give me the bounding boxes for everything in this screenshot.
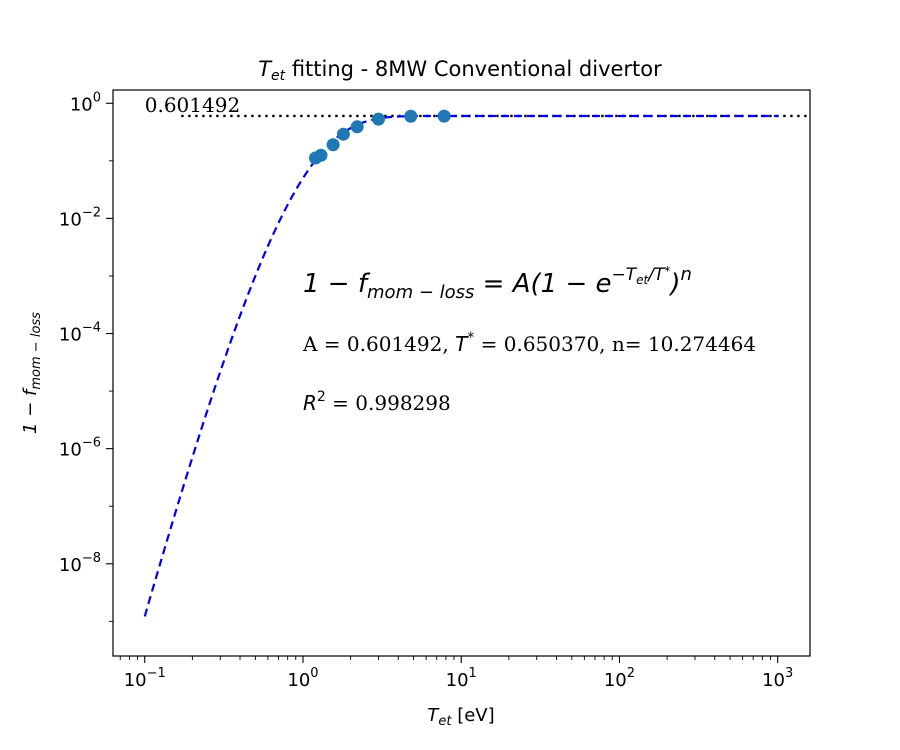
x-tick-base: 10 [287, 670, 310, 691]
x-tick-exp: 2 [627, 666, 635, 681]
data-point [437, 109, 451, 123]
eq-exp-sub: et [636, 273, 649, 287]
data-point [350, 120, 364, 134]
data-point [404, 109, 418, 123]
x-axis-label: Tet [eV] [427, 705, 494, 729]
axis-ticks [106, 102, 779, 663]
x-tick-exp: 0 [310, 666, 318, 681]
y-tick-base: 10 [70, 94, 93, 115]
x-tick-base: 10 [762, 670, 785, 691]
y-tick-label: 100 [70, 90, 101, 115]
x-tick-label: 100 [287, 666, 318, 691]
fit-curve [143, 114, 778, 617]
x-tick-base: 10 [124, 670, 147, 691]
y-tick-label: 10−6 [59, 436, 101, 461]
y-tick-base: 10 [59, 440, 82, 461]
eq-left: 1 − f [303, 269, 371, 299]
chart-title: Tet fitting - 8MW Conventional divertor [258, 57, 662, 84]
y-tick-label: 10−4 [59, 321, 101, 346]
title-rest: fitting - 8MW Conventional divertor [285, 57, 662, 81]
x-tick-label: 101 [446, 666, 477, 691]
x-tick-exp: −1 [147, 666, 166, 681]
xlabel-unit: [eV] [451, 705, 494, 726]
params-t: T [455, 332, 469, 356]
params-rest: = 0.650370, n= 10.274464 [474, 332, 756, 356]
eq-mid: = A(1 − e [474, 269, 611, 299]
scatter-points [309, 109, 451, 165]
x-tick-base: 10 [604, 670, 627, 691]
title-sub: et [271, 68, 286, 84]
data-point [326, 138, 340, 152]
x-tick-label: 103 [762, 666, 793, 691]
ylabel-main: 1 − f [20, 387, 41, 434]
y-axis-label: 1 − fmom − loss [20, 312, 44, 434]
params-annotation: A = 0.601492, T* = 0.650370, n= 10.27446… [302, 330, 756, 356]
ylabel-sub: mom − loss [29, 312, 44, 390]
x-tick-exp: 3 [785, 666, 793, 681]
y-tick-exp: −6 [82, 436, 101, 451]
eq-exp: −T [612, 265, 638, 285]
plot-frame [112, 89, 811, 657]
r2-rest: = 0.998298 [326, 391, 451, 415]
y-tick-base: 10 [59, 209, 82, 230]
r2-var: R [303, 391, 317, 415]
xlabel-var: T [427, 705, 440, 726]
y-tick-exp: −4 [82, 321, 101, 336]
eq-exp-tail: /T [646, 265, 666, 285]
params-t-star: * [467, 330, 474, 346]
r2-exp: 2 [317, 389, 326, 405]
y-tick-exp: −8 [82, 551, 101, 566]
data-point [371, 112, 385, 126]
y-tick-exp: −2 [82, 205, 101, 220]
xlabel-sub: et [438, 714, 452, 729]
y-tick-exp: 0 [93, 90, 101, 105]
x-tick-label: 102 [604, 666, 635, 691]
params-a: A = 0.601492, [302, 332, 455, 356]
data-point [314, 148, 328, 162]
eq-left-sub: mom − loss [367, 282, 474, 303]
eq-power: n [681, 264, 692, 285]
eq-exp-star: * [664, 264, 670, 278]
x-tick-base: 10 [446, 670, 469, 691]
eq-right: ) [668, 269, 680, 299]
equation-annotation: 1 − fmom − loss = A(1 − e−Tet/T*)n [303, 264, 692, 303]
y-tick-label: 10−2 [59, 205, 101, 230]
r2-annotation: R2 = 0.998298 [303, 389, 451, 415]
y-tick-base: 10 [59, 325, 82, 346]
asymptote-label: 0.601492 [145, 93, 240, 117]
x-tick-exp: 1 [469, 666, 477, 681]
y-tick-base: 10 [59, 555, 82, 576]
x-tick-label: 10−1 [124, 666, 166, 691]
data-point [336, 127, 350, 141]
title-var: T [258, 57, 273, 81]
y-tick-label: 10−8 [59, 551, 101, 576]
x-tick-labels: 10−1 100 101 102 103 [124, 666, 794, 691]
